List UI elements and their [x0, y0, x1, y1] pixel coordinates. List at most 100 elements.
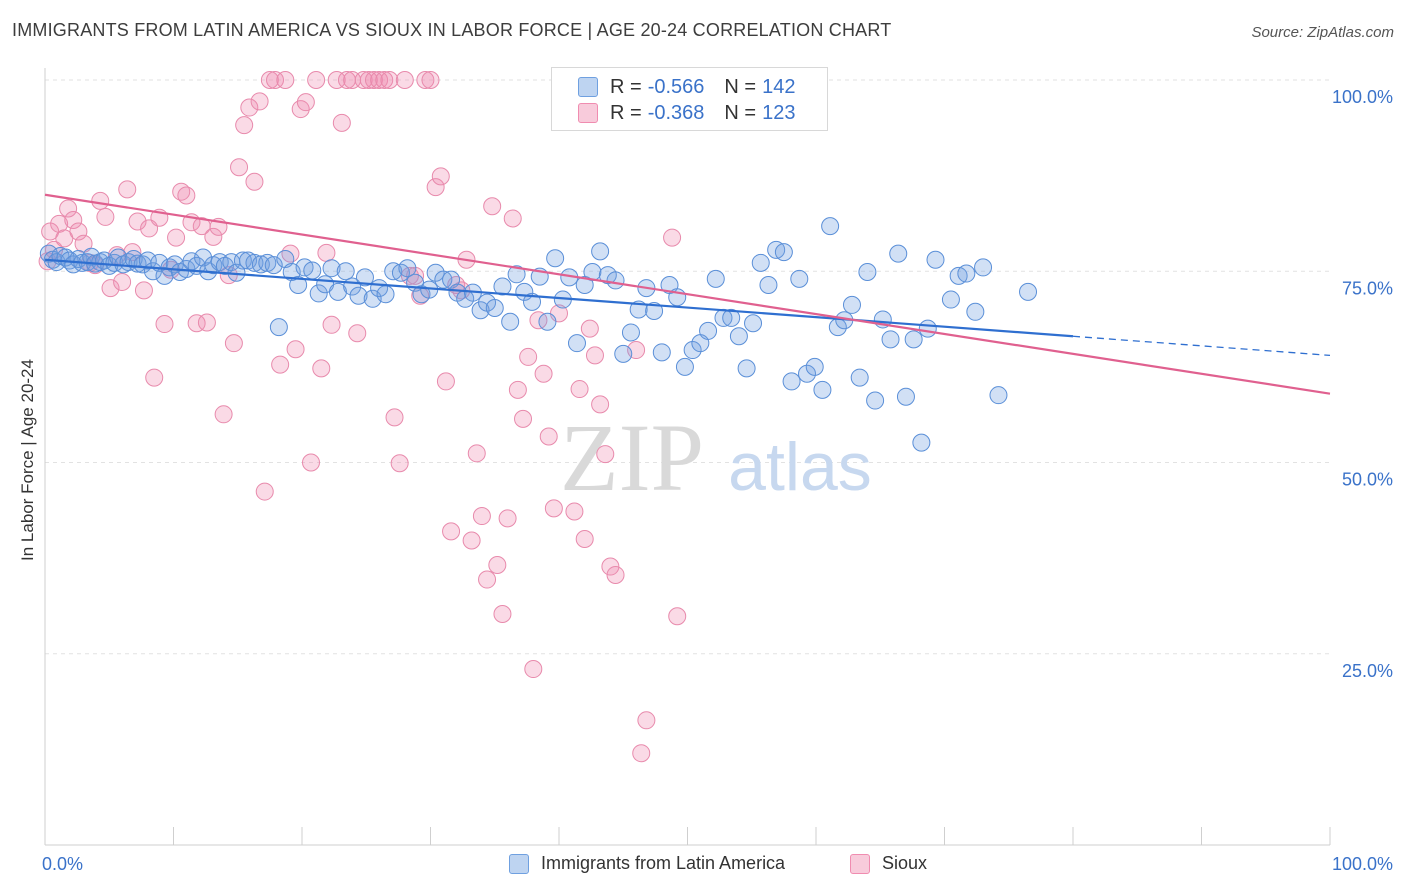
data-point [194, 248, 213, 267]
data-point [64, 210, 83, 229]
data-point [974, 258, 993, 277]
data-point [155, 266, 174, 285]
source-credit: Source: ZipAtlas.com [1251, 24, 1394, 41]
data-point [503, 209, 522, 228]
data-point [472, 507, 491, 526]
y-tick-label: 50.0% [1342, 470, 1393, 490]
data-point [230, 158, 249, 177]
data-point [498, 509, 517, 528]
legend-label-sioux: Sioux [882, 853, 928, 873]
data-point [544, 499, 563, 518]
data-point [138, 251, 157, 270]
legend-n-label: N = [724, 75, 757, 98]
legend-row-immigrants: R = -0.566 N = 142 [578, 74, 795, 100]
data-point [187, 314, 206, 333]
legend-r-value: -0.368 [647, 101, 705, 124]
data-point [467, 444, 486, 463]
data-point [322, 315, 341, 334]
data-point [317, 243, 336, 262]
data-point [235, 116, 254, 135]
data-point [303, 261, 322, 280]
series-immigrants-latin-america [39, 217, 1038, 452]
legend-item-immigrants[interactable]: Immigrants from Latin America [509, 853, 785, 874]
data-point [123, 243, 142, 262]
data-point [580, 319, 599, 338]
data-point [145, 368, 164, 387]
data-point [514, 409, 533, 428]
data-point [266, 71, 285, 89]
data-point [260, 71, 279, 89]
y-tick-label: 100.0% [1332, 87, 1393, 107]
data-point [813, 380, 832, 399]
data-point [375, 71, 394, 89]
data-point [632, 744, 651, 763]
data-point [431, 167, 450, 186]
data-point [370, 71, 389, 89]
trend-line-extension [1072, 335, 1331, 357]
data-point [91, 191, 110, 210]
data-point [245, 172, 264, 191]
data-point [349, 286, 368, 305]
data-point [155, 315, 174, 334]
data-point [101, 279, 120, 298]
legend-swatch-immigrants [509, 853, 529, 874]
data-point [416, 71, 435, 89]
watermark-zip: ZIP [560, 404, 704, 511]
data-point [64, 255, 83, 274]
data-point [508, 380, 527, 399]
data-point [538, 312, 557, 331]
data-point [245, 253, 264, 272]
data-point [309, 284, 328, 303]
data-point [390, 454, 409, 473]
data-point [395, 71, 414, 89]
correlation-legend: R = -0.566 N = 142 R = -0.368 N = 123 [551, 67, 828, 131]
data-point [462, 531, 481, 550]
x-tick-label: 0.0% [42, 854, 83, 874]
data-point [255, 482, 274, 501]
legend-swatch-sioux [850, 853, 870, 874]
y-tick-label: 25.0% [1342, 661, 1393, 681]
data-point [850, 368, 869, 387]
legend-swatch-immigrants [578, 77, 598, 97]
data-point [601, 557, 620, 576]
data-point [570, 380, 589, 399]
legend-item-sioux[interactable]: Sioux [850, 853, 927, 874]
data-point [50, 214, 69, 233]
data-point [336, 262, 355, 281]
data-point [663, 228, 682, 247]
data-point [271, 355, 290, 374]
data-point [134, 281, 153, 300]
data-point [376, 285, 395, 304]
data-point [957, 264, 976, 283]
data-point [966, 302, 985, 321]
data-point [821, 217, 840, 236]
data-point [332, 113, 351, 132]
legend-r-label: R = [610, 101, 642, 124]
data-point [523, 292, 542, 311]
series-legend: Immigrants from Latin America Sioux [0, 851, 1406, 877]
data-point [327, 71, 346, 89]
data-point [312, 359, 331, 378]
data-point [565, 502, 584, 521]
data-point [471, 301, 490, 320]
data-point [774, 243, 793, 262]
data-point [699, 321, 718, 340]
tick-labels: 25.0% 50.0% 75.0% 100.0% 0.0% 100.0% [42, 87, 1393, 874]
data-point [683, 341, 702, 360]
data-point [113, 272, 132, 291]
data-point [539, 427, 558, 446]
data-point [493, 277, 512, 296]
data-point [567, 334, 586, 353]
data-point [941, 290, 960, 309]
data-point [421, 71, 440, 89]
data-point [322, 259, 341, 278]
trend-line [44, 193, 1331, 395]
data-point [493, 604, 512, 623]
data-point [289, 276, 308, 295]
data-point [442, 270, 461, 289]
data-point [546, 249, 565, 268]
data-point [729, 327, 748, 346]
data-point [842, 295, 861, 314]
data-point [529, 311, 548, 330]
data-point [645, 302, 664, 321]
